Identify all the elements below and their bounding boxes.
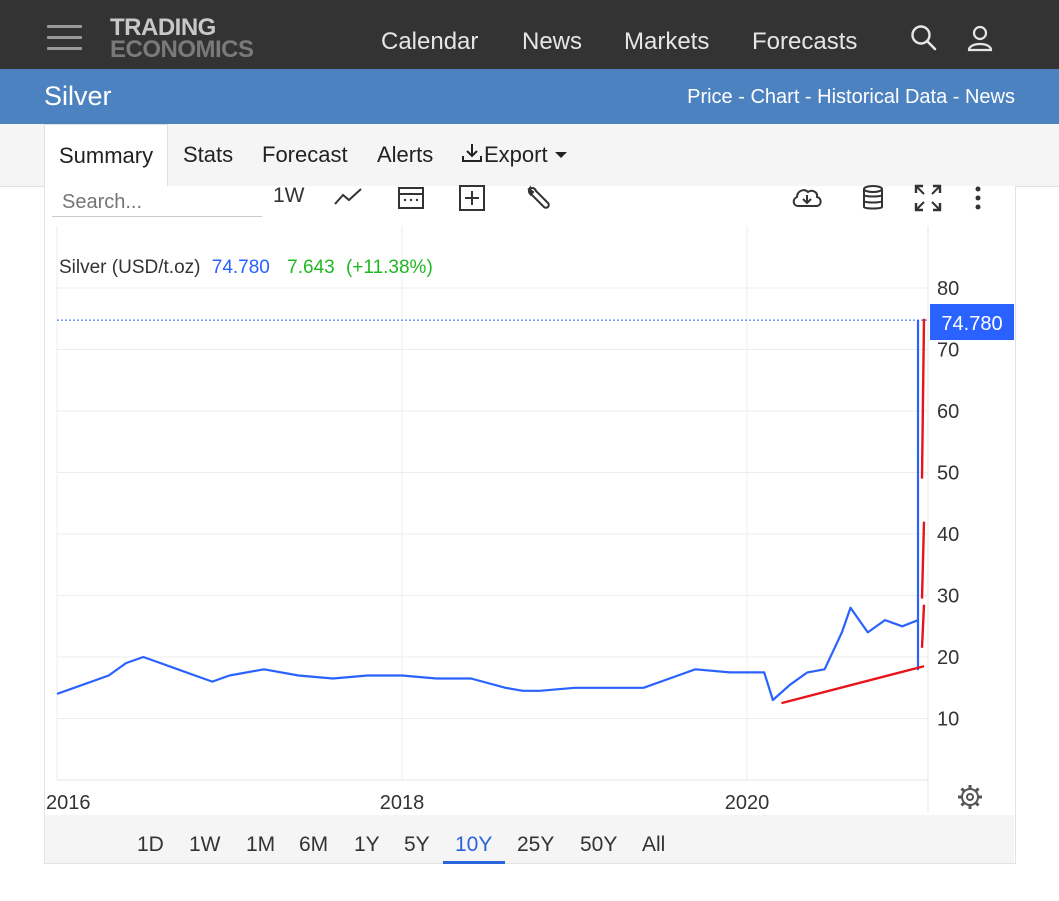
legend-change-pct: (+11.38%) [346, 257, 433, 278]
y-tick-label: 20 [937, 647, 959, 669]
range-5y[interactable]: 5Y [404, 833, 430, 856]
separator: - [947, 86, 965, 108]
range-1y[interactable]: 1Y [354, 833, 380, 856]
chart-settings-icon[interactable] [958, 785, 982, 809]
menu-icon[interactable] [47, 25, 82, 51]
tab-alerts[interactable]: Alerts [377, 142, 434, 167]
link-chart[interactable]: Chart [750, 86, 800, 108]
wrench-icon[interactable] [525, 184, 553, 212]
tab-stats[interactable]: Stats [183, 142, 234, 167]
interval-selector[interactable]: 1W [273, 184, 305, 207]
legend-change: 7.643 [287, 257, 335, 278]
caret-down-icon [554, 152, 567, 158]
download-icon [462, 144, 482, 162]
x-axis-ticks: 20162018202020222024202 [46, 792, 770, 814]
chart-grid [56, 226, 928, 780]
y-axis-ticks: 10 20 30 40 50 60 70 80 [937, 278, 959, 731]
tab-export[interactable]: Export [460, 124, 568, 186]
y-tick-label: 60 [937, 401, 959, 423]
range-1m[interactable]: 1M [246, 833, 276, 856]
link-historical-data[interactable]: Historical Data [817, 86, 948, 108]
logo[interactable]: TRADING ECONOMICS [110, 14, 254, 63]
logo-line1: TRADING [110, 14, 216, 41]
range-6m[interactable]: 6M [299, 833, 329, 856]
separator: - [732, 86, 751, 108]
range-1d[interactable]: 1D [137, 833, 164, 856]
more-options-icon[interactable] [973, 186, 983, 212]
search-icon[interactable] [910, 24, 938, 52]
range-1w[interactable]: 1W [189, 833, 221, 856]
user-icon[interactable] [966, 24, 994, 52]
range-25y[interactable]: 25Y [517, 833, 555, 856]
add-indicator-icon[interactable] [458, 184, 486, 212]
y-tick-label: 10 [937, 709, 959, 731]
trendline[interactable] [920, 318, 926, 479]
fullscreen-icon[interactable] [914, 184, 942, 212]
chart-search-input[interactable] [52, 188, 262, 217]
trendline[interactable] [920, 604, 926, 648]
link-price[interactable]: Price [687, 86, 733, 108]
x-tick-label: 2018 [380, 792, 425, 814]
silver-price-line [56, 320, 920, 702]
section-links: Price - Chart - Historical Data - News [687, 86, 1015, 109]
database-icon[interactable] [862, 184, 884, 212]
active-range-indicator [443, 861, 505, 864]
x-tick-label: 2020 [725, 792, 770, 814]
cloud-download-icon[interactable] [790, 184, 824, 210]
page-title: Silver [44, 81, 112, 111]
chart-legend: Silver (USD/t.oz) 74.780 7.643 (+11.38%) [59, 257, 433, 278]
logo-line2: ECONOMICS [110, 36, 254, 63]
y-tick-label: 40 [937, 524, 959, 546]
y-tick-label: 30 [937, 586, 959, 608]
nav-calendar[interactable]: Calendar [381, 28, 479, 55]
title-bar: Silver Price - Chart - Historical Data -… [0, 69, 1059, 124]
trendline[interactable] [920, 521, 926, 599]
tab-bar: Summary Stats Forecast Alerts Export [0, 124, 1059, 188]
range-bar [45, 815, 1014, 863]
range-10y[interactable]: 10Y [455, 833, 493, 856]
export-label: Export [484, 142, 548, 167]
price-tag-value: 74.780 [941, 313, 1002, 335]
legend-instrument: Silver (USD/t.oz) [59, 257, 200, 278]
nav-markets[interactable]: Markets [624, 28, 710, 55]
nav-news[interactable]: News [522, 28, 583, 55]
y-tick-label: 70 [937, 340, 959, 362]
y-tick-label: 50 [937, 463, 959, 485]
y-tick-label: 80 [937, 278, 959, 300]
trendlines [781, 318, 926, 705]
chart-type-icon[interactable] [333, 186, 363, 208]
separator: - [799, 86, 818, 108]
tab-forecast[interactable]: Forecast [262, 142, 348, 167]
tab-summary[interactable]: Summary [44, 124, 169, 188]
range-all[interactable]: All [642, 833, 666, 856]
range-50y[interactable]: 50Y [580, 833, 618, 856]
legend-last-value: 74.780 [212, 257, 270, 278]
price-tag [930, 304, 1014, 340]
nav-forecasts[interactable]: Forecasts [752, 28, 858, 55]
top-nav: TRADING ECONOMICS Calendar News Markets … [0, 0, 1059, 69]
trendline[interactable] [781, 665, 925, 705]
chart-card [44, 186, 1016, 864]
x-tick-label: 2016 [46, 792, 91, 814]
calendar-icon[interactable] [397, 186, 425, 210]
link-news[interactable]: News [964, 86, 1015, 108]
